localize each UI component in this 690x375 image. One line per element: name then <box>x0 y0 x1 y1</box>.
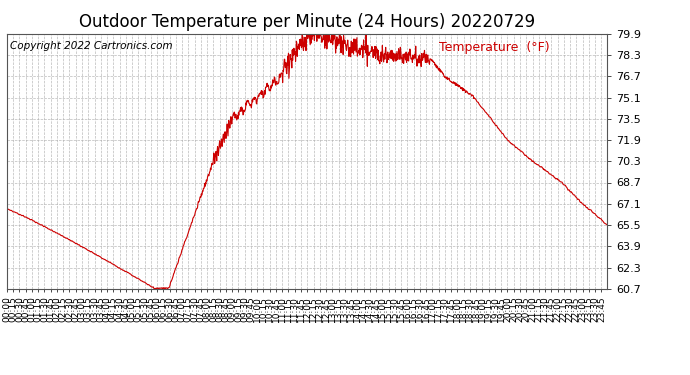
Title: Outdoor Temperature per Minute (24 Hours) 20220729: Outdoor Temperature per Minute (24 Hours… <box>79 13 535 31</box>
Text: Copyright 2022 Cartronics.com: Copyright 2022 Cartronics.com <box>10 41 172 51</box>
Text: Temperature  (°F): Temperature (°F) <box>439 41 550 54</box>
